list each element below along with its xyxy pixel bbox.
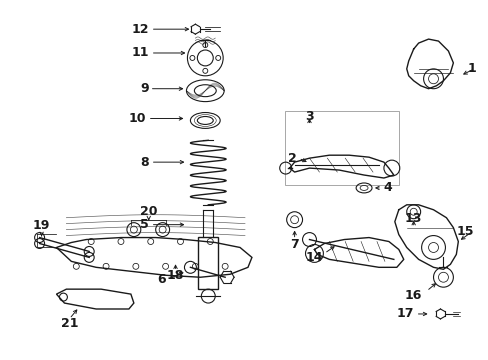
Text: 15: 15 bbox=[456, 225, 473, 238]
Text: 4: 4 bbox=[383, 181, 392, 194]
Text: 8: 8 bbox=[140, 156, 148, 168]
Bar bbox=[198, 237, 218, 289]
Text: 6: 6 bbox=[157, 273, 165, 286]
Text: 20: 20 bbox=[140, 205, 157, 218]
Text: 1: 1 bbox=[467, 62, 475, 75]
Text: 9: 9 bbox=[140, 82, 148, 95]
Bar bbox=[284, 111, 398, 185]
Text: 12: 12 bbox=[131, 23, 148, 36]
Text: 2: 2 bbox=[287, 152, 296, 165]
Text: 11: 11 bbox=[131, 46, 148, 59]
Text: 5: 5 bbox=[140, 218, 148, 231]
Text: 19: 19 bbox=[33, 219, 50, 231]
Text: 17: 17 bbox=[395, 307, 413, 320]
Text: 16: 16 bbox=[404, 289, 422, 302]
Text: 10: 10 bbox=[128, 112, 145, 125]
Text: 7: 7 bbox=[290, 238, 298, 251]
Text: 21: 21 bbox=[61, 317, 78, 330]
Text: 13: 13 bbox=[404, 212, 422, 225]
Text: 3: 3 bbox=[305, 111, 313, 123]
Text: 14: 14 bbox=[305, 251, 323, 265]
Text: 18: 18 bbox=[166, 269, 184, 282]
